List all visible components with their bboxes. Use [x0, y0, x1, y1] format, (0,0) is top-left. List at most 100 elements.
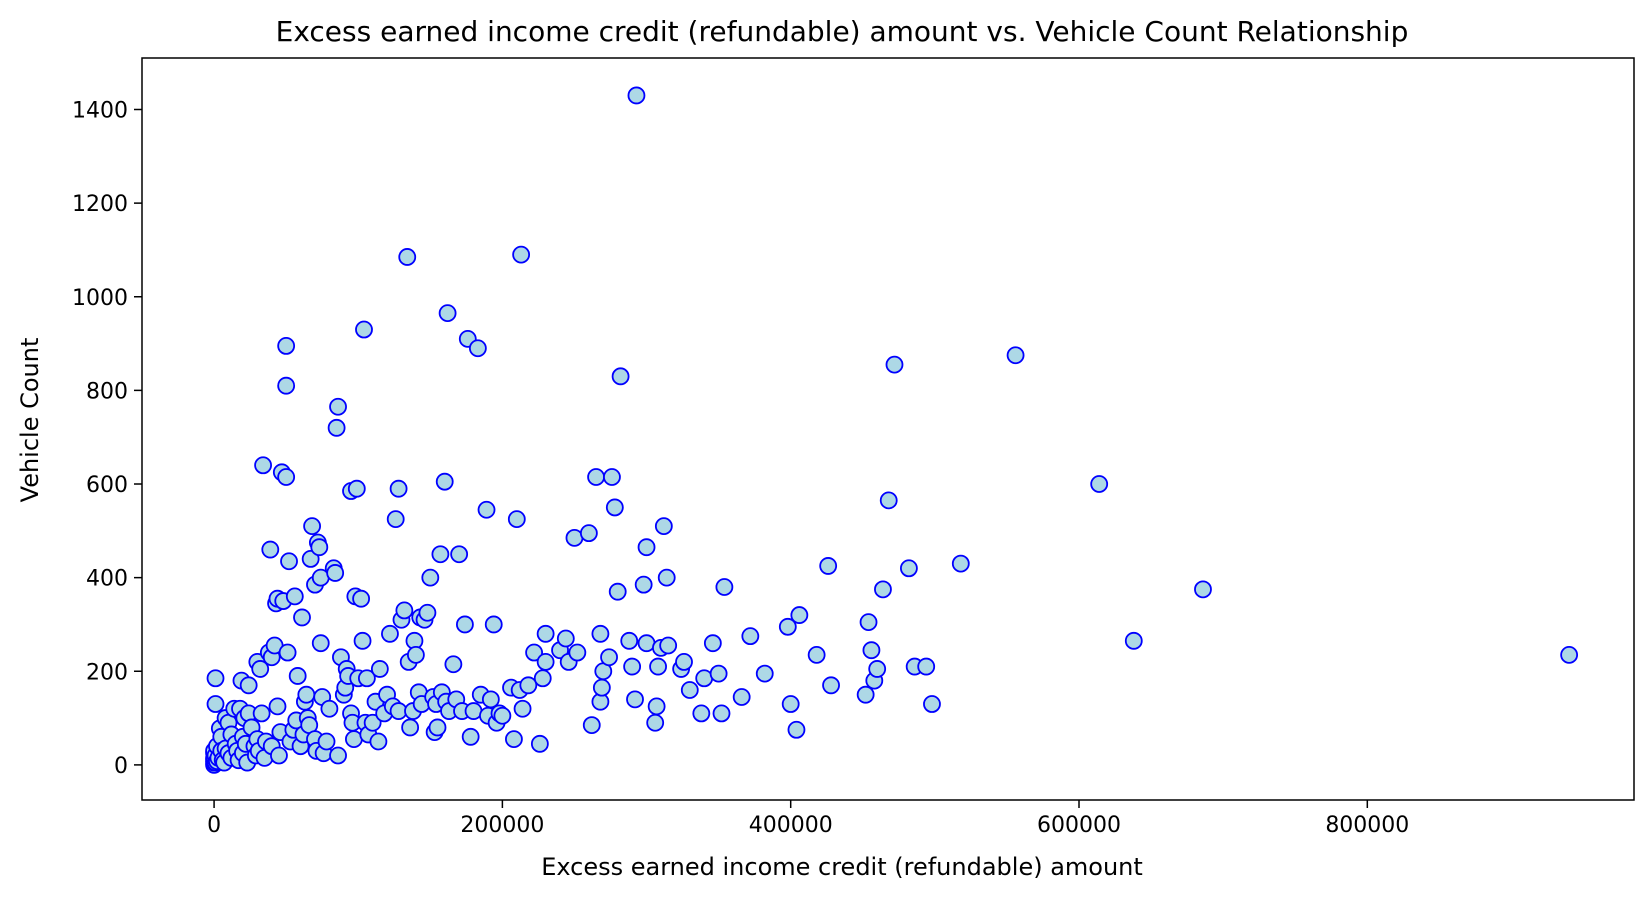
scatter-point — [885, 355, 904, 374]
scatter-point — [251, 660, 270, 678]
scatter-point — [320, 699, 339, 718]
x-tick-label: 800000 — [1325, 813, 1409, 838]
scatter-point — [587, 468, 605, 486]
scatter-point — [363, 713, 382, 732]
scatter-point — [386, 510, 405, 529]
y-tick-label: 600 — [86, 473, 128, 498]
scatter-point — [326, 564, 345, 582]
scatter-point — [623, 657, 642, 676]
scatter-point — [288, 667, 307, 685]
scatter-point — [819, 557, 838, 575]
scatter-point — [493, 706, 512, 725]
scatter-point — [444, 655, 463, 674]
scatter-point — [329, 746, 347, 765]
scatter-point — [311, 634, 330, 653]
scatter-point — [418, 603, 437, 622]
scatter-point — [659, 636, 678, 655]
scatter-point — [603, 468, 621, 486]
scatter-point — [369, 732, 388, 751]
scatter-point — [692, 704, 711, 723]
scatter-point — [254, 456, 272, 475]
scatter-point — [868, 660, 887, 678]
scatter-point — [732, 688, 751, 706]
scatter-point — [862, 641, 881, 660]
scatter-point — [620, 631, 639, 650]
y-tick-label: 1200 — [72, 192, 128, 217]
scatter-point — [261, 540, 280, 559]
scatter-point — [675, 652, 693, 671]
x-axis-label: Excess earned income credit (refundable)… — [541, 853, 1143, 881]
plot-area — [205, 86, 1579, 774]
scatter-point — [611, 367, 630, 386]
y-tick-label: 800 — [86, 379, 128, 404]
scatter-point — [301, 550, 320, 568]
scatter-point — [787, 720, 806, 739]
scatter-point — [822, 676, 840, 695]
scatter-point — [355, 320, 373, 339]
scatter-point — [591, 624, 610, 643]
scatter-point — [347, 479, 366, 498]
x-tick-label: 200000 — [460, 813, 544, 838]
scatter-point — [530, 734, 549, 753]
scatter-point — [317, 732, 336, 751]
scatter-point — [277, 468, 296, 486]
y-tick-label: 1400 — [72, 98, 128, 123]
scatter-point — [807, 645, 826, 664]
scatter-point — [512, 245, 531, 264]
scatter-point — [477, 500, 496, 519]
scatter-point — [647, 697, 666, 716]
x-tick-label: 400000 — [749, 813, 833, 838]
scatter-point — [533, 669, 552, 688]
scatter-point — [239, 676, 258, 695]
scatter-point — [431, 545, 450, 564]
scatter-point — [900, 559, 918, 578]
scatter-point — [741, 627, 760, 646]
scatter-point — [310, 538, 329, 557]
scatter-point — [280, 552, 298, 571]
scatter-point — [303, 517, 322, 536]
scatter-point — [357, 669, 376, 688]
scatter-point — [859, 613, 878, 632]
scatter-point — [450, 545, 469, 564]
scatter-point — [277, 376, 296, 395]
scatter-point — [626, 690, 644, 709]
scatter-point — [381, 624, 399, 643]
scatter-point — [637, 538, 656, 557]
scatter-point — [600, 648, 618, 667]
scatter-point — [781, 695, 800, 713]
scatter-point — [484, 615, 503, 634]
x-tick-label: 0 — [207, 813, 221, 838]
scatter-point — [778, 617, 797, 636]
scatter-point — [461, 727, 480, 746]
scatter-point — [277, 337, 296, 355]
y-axis-label: Vehicle Count — [16, 338, 44, 503]
scatter-point — [715, 578, 734, 596]
scatter-point — [856, 685, 875, 704]
scatter-point — [401, 718, 420, 737]
scatter-point — [1090, 475, 1109, 493]
chart-title: Excess earned income credit (refundable)… — [276, 15, 1409, 48]
scatter-point — [680, 681, 699, 699]
scatter-point — [536, 624, 555, 643]
scatter-point — [608, 582, 627, 601]
scatter-point — [406, 645, 425, 664]
scatter-point — [579, 524, 598, 543]
scatter-point — [1006, 346, 1025, 365]
scatter-point — [592, 678, 611, 697]
scatter-point — [1194, 580, 1212, 599]
scatter-point — [703, 634, 722, 653]
scatter-point — [206, 695, 225, 713]
scatter-point — [654, 517, 673, 536]
scatter-point — [712, 704, 731, 723]
scatter-point — [421, 568, 440, 587]
scatter-point — [395, 601, 414, 620]
scatter-point — [329, 397, 347, 416]
scatter-point — [327, 418, 346, 437]
scatter-point — [513, 699, 532, 718]
scatter-point — [790, 606, 809, 624]
scatter-point — [582, 716, 601, 734]
scatter-point — [435, 472, 454, 491]
scatter-point — [456, 615, 474, 634]
scatter-point — [1124, 631, 1143, 650]
